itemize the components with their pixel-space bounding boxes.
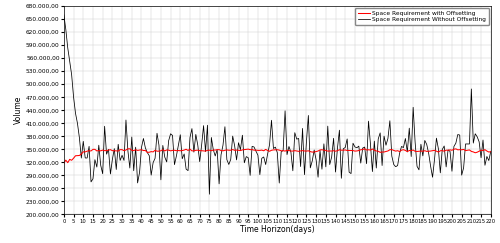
Space Requirement Without Offsetting [108,173,114,175]
Space Requirement with Offsetting [108,148,114,151]
Space Requirement with Offsetting [338,149,344,152]
Space Requirement Without Offsetting [200,124,206,127]
Space Requirement Without Offsetting [488,150,494,153]
Space Requirement Without Offsetting [61,13,67,16]
Space Requirement with Offsetting [272,148,278,151]
X-axis label: Time Horizon(days): Time Horizon(days) [240,225,314,234]
Space Requirement with Offsetting [183,148,189,151]
Space Requirement Without Offsetting [340,147,346,150]
Legend: Space Requirement with Offsetting, Space Requirement Without Offsetting: Space Requirement with Offsetting, Space… [356,8,489,25]
Space Requirement Without Offsetting [183,168,189,171]
Y-axis label: Volume: Volume [14,96,23,124]
Line: Space Requirement Without Offsetting: Space Requirement Without Offsetting [64,15,491,194]
Space Requirement with Offsetting [306,149,312,152]
Space Requirement with Offsetting [362,147,368,150]
Space Requirement Without Offsetting [274,151,280,154]
Space Requirement with Offsetting [200,149,206,152]
Space Requirement with Offsetting [61,162,67,165]
Space Requirement Without Offsetting [308,166,314,169]
Space Requirement with Offsetting [488,150,494,153]
Space Requirement Without Offsetting [206,193,212,196]
Line: Space Requirement with Offsetting: Space Requirement with Offsetting [64,149,491,163]
